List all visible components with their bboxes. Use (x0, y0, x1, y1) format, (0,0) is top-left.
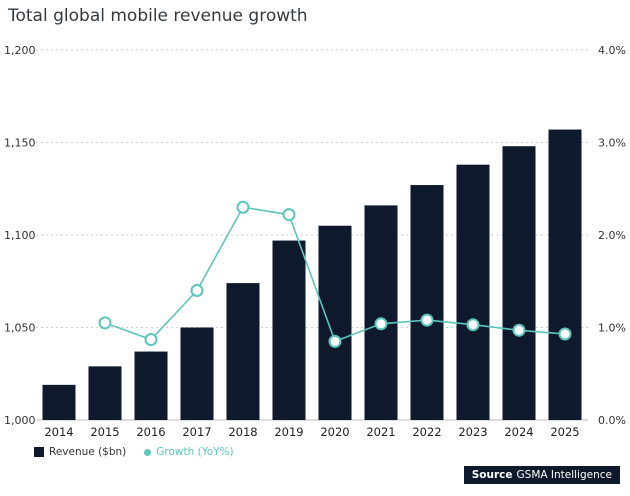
source-name: GSMA Intelligence (516, 469, 612, 481)
x-tick-label: 2020 (320, 425, 349, 439)
y-left-tick-label: 1,050 (4, 322, 36, 335)
bar (134, 351, 168, 420)
x-tick-label: 2018 (228, 425, 257, 439)
y-right-tick-label: 3.0% (598, 137, 626, 150)
x-tick-label: 2017 (182, 425, 211, 439)
y-left-tick-label: 1,150 (4, 137, 36, 150)
growth-point (374, 317, 388, 331)
bar (456, 164, 490, 420)
y-right-tick-label: 1.0% (598, 322, 626, 335)
x-tick-label: 2021 (366, 425, 395, 439)
bar (226, 283, 260, 420)
legend: Revenue ($bn) Growth (YoY%) (34, 446, 234, 458)
bar (548, 129, 582, 421)
growth-point (282, 208, 296, 222)
x-tick-label: 2024 (504, 425, 533, 439)
x-tick-label: 2016 (136, 425, 165, 439)
growth-point (512, 323, 526, 337)
bar (410, 185, 444, 420)
growth-point (328, 334, 342, 348)
bar (318, 225, 352, 420)
bar (42, 384, 76, 420)
x-tick-label: 2015 (90, 425, 119, 439)
y-left-tick-label: 1,100 (4, 229, 36, 242)
bar (88, 366, 122, 420)
source-label: Source (471, 469, 513, 481)
y-right-tick-label: 2.0% (598, 229, 626, 242)
y-left-tick-label: 1,000 (4, 414, 36, 427)
growth-point (190, 284, 204, 297)
growth-point (144, 333, 158, 347)
legend-line-swatch (144, 448, 152, 456)
bar (180, 327, 214, 420)
x-tick-label: 2019 (274, 425, 303, 439)
bar (364, 205, 398, 420)
source-badge: Source GSMA Intelligence (463, 466, 620, 484)
growth-point (98, 316, 112, 330)
legend-bar-label: Revenue ($bn) (49, 446, 127, 458)
chart-title: Total global mobile revenue growth (8, 6, 308, 26)
x-tick-label: 2023 (458, 425, 487, 439)
growth-point (558, 327, 572, 341)
x-tick-label: 2014 (44, 425, 73, 439)
legend-bar-swatch (34, 447, 44, 457)
x-tick-label: 2025 (550, 425, 579, 439)
growth-point (420, 313, 434, 327)
x-tick-label: 2022 (412, 425, 441, 439)
y-right-tick-label: 0.0% (598, 414, 626, 427)
bar (502, 146, 536, 420)
y-left-tick-label: 1,200 (4, 44, 36, 57)
legend-line-label: Growth (YoY%) (156, 446, 234, 458)
growth-point (236, 200, 250, 214)
growth-point (466, 318, 480, 332)
bar (272, 240, 306, 420)
y-right-tick-label: 4.0% (598, 44, 626, 57)
